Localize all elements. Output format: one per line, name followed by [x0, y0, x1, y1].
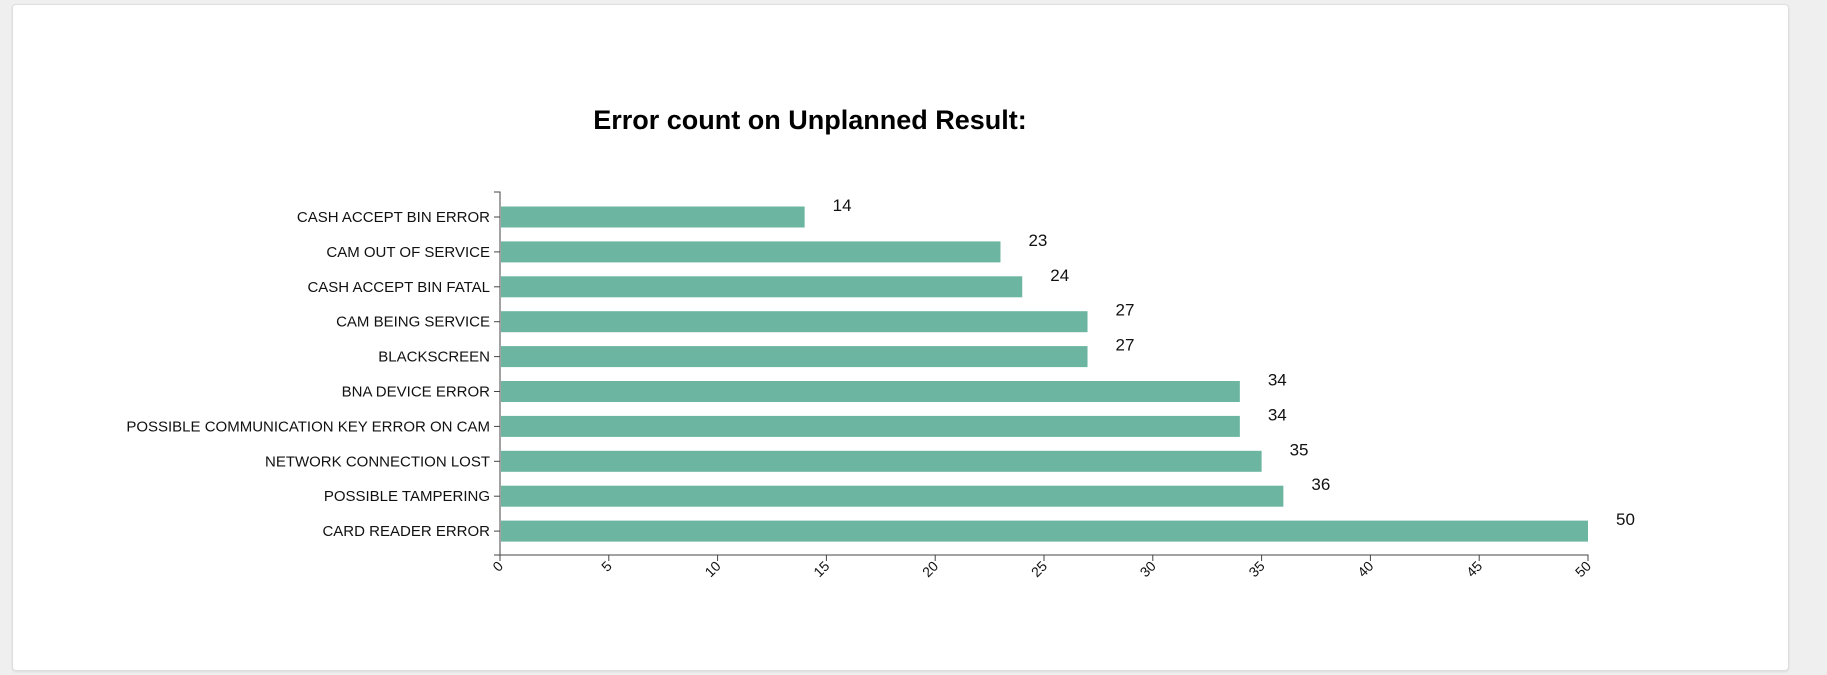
category-label: CAM OUT OF SERVICE — [326, 244, 490, 261]
category-label: POSSIBLE COMMUNICATION KEY ERROR ON CAM — [126, 418, 490, 435]
bar-10 — [501, 520, 1588, 542]
bars-group — [501, 206, 1588, 542]
bar-4 — [501, 311, 1088, 333]
x-tick-label: 45 — [1463, 558, 1485, 580]
category-label: BLACKSCREEN — [378, 349, 490, 366]
x-tick-label: 20 — [919, 558, 941, 580]
y-axis-line — [494, 191, 501, 556]
category-label: CARD READER ERROR — [322, 523, 490, 540]
category-label: CASH ACCEPT BIN FATAL — [307, 279, 490, 296]
x-tick-label: 40 — [1354, 558, 1376, 580]
x-tick-label: 50 — [1572, 558, 1594, 580]
bar-9 — [501, 485, 1284, 507]
category-label: CASH ACCEPT BIN ERROR — [297, 209, 490, 226]
value-label: 27 — [1116, 301, 1135, 320]
category-labels-group: CASH ACCEPT BIN ERROR CAM OUT OF SERVICE C… — [126, 209, 490, 540]
bar-5 — [501, 346, 1088, 368]
x-tick-label: 10 — [701, 558, 723, 580]
bar-2 — [501, 241, 1001, 263]
value-label: 23 — [1028, 231, 1047, 250]
x-tick-label: 25 — [1028, 558, 1050, 580]
value-label: 24 — [1050, 266, 1069, 285]
x-tick-label: 15 — [810, 558, 832, 580]
chart-title: Error count on Unplanned Result: — [593, 105, 1027, 135]
chart-card — [12, 4, 1789, 671]
bar-8 — [501, 450, 1262, 472]
value-label: 34 — [1268, 405, 1287, 424]
x-tick-label: 0 — [489, 558, 506, 575]
value-label: 50 — [1616, 510, 1635, 529]
bar-7 — [501, 415, 1240, 437]
x-tick-label: 30 — [1137, 558, 1159, 580]
category-label: BNA DEVICE ERROR — [342, 384, 491, 401]
value-label: 36 — [1311, 475, 1330, 494]
x-tick-label: 35 — [1245, 558, 1267, 580]
value-label: 35 — [1290, 440, 1309, 459]
x-tick-label: 5 — [598, 558, 615, 575]
bar-3 — [501, 276, 1023, 298]
category-label: NETWORK CONNECTION LOST — [265, 453, 490, 470]
category-label: POSSIBLE TAMPERING — [324, 488, 490, 505]
bar-1 — [501, 206, 805, 228]
value-label: 27 — [1116, 336, 1135, 355]
value-label: 14 — [833, 196, 852, 215]
value-label: 34 — [1268, 371, 1287, 390]
category-label: CAM BEING SERVICE — [336, 314, 490, 331]
bar-6 — [501, 381, 1240, 402]
